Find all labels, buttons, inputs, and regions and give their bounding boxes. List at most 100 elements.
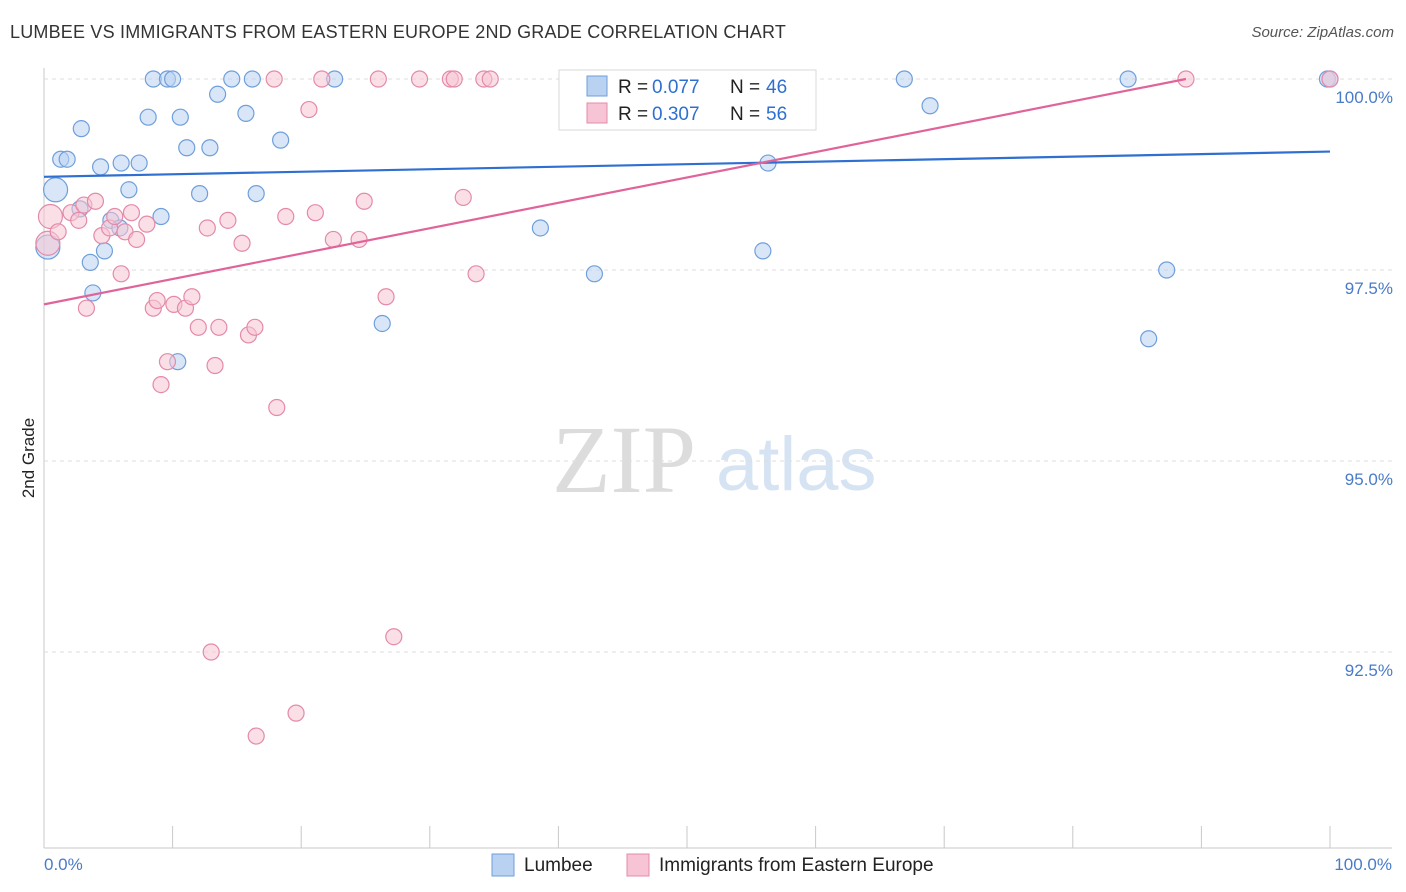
point-immigrants-37 [300, 100, 318, 119]
point-immigrants-10 [106, 207, 124, 226]
stats-legend-r-label-1: R = [618, 77, 653, 98]
point-lumbee-41 [1119, 70, 1137, 88]
point-lumbee-8 [91, 158, 110, 176]
point-immigrants-54 [1321, 70, 1339, 88]
point-immigrants-49 [454, 188, 472, 207]
point-lumbee-35 [585, 265, 604, 283]
y-tick-label-0: 100.0% [1335, 88, 1393, 107]
point-immigrants-45 [385, 628, 403, 646]
point-lumbee-29 [247, 185, 265, 203]
stats-legend: R = 0.077 N = 46 R = 0.307 N = 56 [558, 69, 817, 131]
point-lumbee-42 [1140, 330, 1158, 348]
stats-legend-swatch-immigrants [586, 102, 608, 124]
y-tick-label-1: 97.5% [1345, 279, 1393, 298]
trend-line-lumbee [43, 150, 1331, 178]
stats-legend-n-value-1: 46 [766, 77, 787, 98]
point-immigrants-15 [138, 215, 156, 233]
point-immigrants-35 [277, 207, 295, 226]
series-legend-swatch-lumbee [491, 853, 515, 877]
point-lumbee-25 [209, 85, 227, 103]
point-lumbee-30 [272, 131, 290, 149]
point-immigrants-29 [233, 234, 251, 252]
point-lumbee-43 [1158, 261, 1176, 279]
point-immigrants-11 [112, 265, 130, 283]
point-immigrants-52 [481, 70, 499, 88]
stats-legend-n-label-2: N = [730, 104, 765, 125]
point-lumbee-3 [58, 150, 76, 168]
point-immigrants-19 [158, 353, 177, 371]
source-label: Source: ZipAtlas.com [1251, 24, 1394, 41]
point-immigrants-18 [152, 376, 170, 394]
stats-legend-n-label-1: N = [730, 77, 765, 98]
point-lumbee-33 [531, 219, 549, 237]
point-lumbee-12 [112, 154, 130, 172]
y-tick-label-2: 95.0% [1345, 470, 1393, 489]
x-tick-label-min: 0.0% [44, 855, 83, 874]
point-lumbee-32 [373, 314, 391, 333]
y-tick-labels: 100.0% 97.5% 95.0% 92.5% [1335, 88, 1393, 680]
point-immigrants-4 [70, 211, 88, 229]
chart-title: LUMBEE VS IMMIGRANTS FROM EASTERN EUROPE… [10, 22, 787, 42]
point-immigrants-44 [377, 288, 395, 306]
point-lumbee-17 [152, 207, 170, 226]
point-immigrants-36 [287, 704, 305, 722]
point-lumbee-6 [81, 253, 99, 271]
point-lumbee-24 [201, 139, 219, 157]
point-immigrants-17 [148, 291, 166, 310]
point-lumbee-19 [164, 70, 182, 88]
trend-line-immigrants [43, 77, 1187, 306]
series-legend-label-lumbee: Lumbee [524, 855, 593, 876]
point-immigrants-2 [49, 223, 67, 241]
point-immigrants-32 [247, 727, 265, 745]
stats-legend-r-value-1: 0.077 [652, 77, 700, 98]
trend-lines [43, 77, 1331, 306]
point-lumbee-1 [42, 177, 69, 203]
point-lumbee-40 [921, 97, 939, 115]
point-lumbee-21 [171, 108, 189, 126]
point-lumbee-15 [139, 108, 157, 126]
point-immigrants-24 [198, 219, 216, 237]
stats-legend-swatch-lumbee [586, 75, 608, 97]
point-immigrants-39 [313, 70, 331, 88]
watermark-zip: ZIP [552, 406, 696, 513]
stats-legend-n-value-2: 56 [766, 104, 787, 125]
point-immigrants-28 [219, 211, 237, 229]
point-immigrants-43 [369, 70, 387, 88]
point-immigrants-14 [127, 230, 146, 249]
point-immigrants-26 [206, 356, 224, 375]
point-immigrants-23 [189, 318, 207, 336]
point-immigrants-7 [86, 192, 105, 210]
point-lumbee-23 [191, 185, 209, 203]
point-immigrants-41 [350, 230, 368, 249]
point-lumbee-39 [895, 70, 913, 88]
point-lumbee-36 [754, 242, 772, 260]
point-immigrants-38 [306, 204, 324, 222]
point-immigrants-40 [324, 230, 342, 249]
series-legend: Lumbee Immigrants from Eastern Europe [491, 853, 934, 877]
point-immigrants-48 [445, 70, 463, 88]
point-lumbee-28 [243, 70, 261, 88]
point-lumbee-27 [237, 104, 255, 122]
series-legend-label-immigrants: Immigrants from Eastern Europe [659, 855, 934, 876]
grid-lines [44, 78, 1392, 653]
point-immigrants-25 [202, 643, 220, 661]
series-legend-swatch-immigrants [626, 853, 650, 877]
stats-legend-r-value-2: 0.307 [652, 104, 700, 125]
point-lumbee-14 [130, 154, 148, 172]
point-immigrants-31 [246, 318, 264, 336]
y-axis-label: 2nd Grade [19, 418, 38, 498]
point-lumbee-26 [223, 70, 241, 88]
point-immigrants-34 [268, 398, 286, 417]
point-immigrants-22 [183, 288, 201, 306]
point-lumbee-5 [72, 120, 90, 138]
point-lumbee-9 [95, 242, 114, 260]
point-immigrants-42 [355, 192, 373, 210]
y-tick-label-3: 92.5% [1345, 661, 1393, 680]
x-ticks [43, 826, 1331, 848]
point-immigrants-46 [410, 70, 429, 88]
point-immigrants-13 [122, 204, 141, 222]
point-lumbee-22 [178, 139, 196, 157]
point-immigrants-27 [210, 318, 228, 336]
x-tick-label-max: 100.0% [1334, 855, 1392, 874]
